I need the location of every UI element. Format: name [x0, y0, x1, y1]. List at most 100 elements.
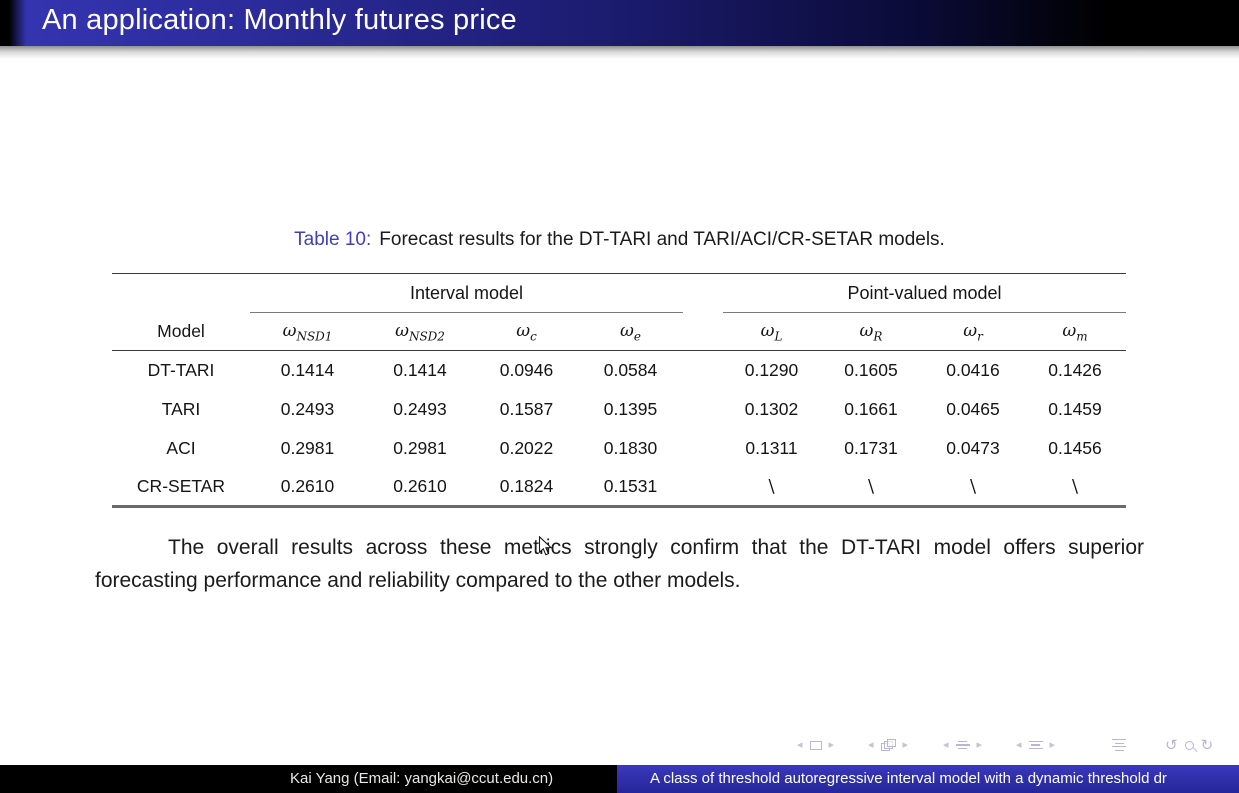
table-row-cr-setar: CR-SETAR 0.2610 0.2610 0.1824 0.1531 \ \… [112, 467, 1127, 508]
next-frame-icon[interactable]: ▸ [902, 738, 909, 751]
omega-symbol: ω [1062, 320, 1077, 341]
omega-symbol: ω [620, 320, 634, 341]
na-cell: \ [922, 467, 1024, 508]
table-group-header-row: Interval model Point-valued model [112, 273, 1127, 313]
value-cell: 0.0416 [946, 359, 1000, 380]
table-row-tari: TARI 0.2493 0.2493 0.1587 0.1395 0.1302 … [112, 390, 1126, 429]
forecast-results-table: Interval model Point-valued model Model … [112, 273, 1127, 508]
value-cell: 0.2022 [499, 437, 554, 458]
omega-symbol: ω [963, 320, 978, 341]
value-cell: 0.1414 [393, 359, 447, 380]
prev-frame-icon[interactable]: ◂ [868, 738, 874, 751]
prev-section-icon[interactable]: ◂ [1016, 738, 1022, 751]
value-cell: 0.0946 [499, 359, 554, 380]
table-row-dt-tari: DT-TARI 0.1414 0.1414 0.0946 0.0584 0.12… [112, 351, 1126, 390]
frames-icon[interactable] [880, 739, 896, 751]
value-cell: 0.1302 [744, 398, 799, 419]
gap-cell [683, 312, 723, 351]
value-cell: 0.1531 [578, 467, 683, 508]
value-cell: 0.1605 [844, 359, 898, 380]
nav-slide-group: ◂ ▸ [797, 736, 834, 754]
value-cell: 0.1311 [745, 437, 798, 458]
table-caption-label: Table 10: [294, 229, 372, 250]
gap-cell [683, 351, 723, 390]
value-cell: 0.0584 [603, 359, 658, 380]
na-cell: \ [1024, 467, 1127, 508]
nav-subsection-group: ◂ ▸ [943, 736, 982, 754]
gap-cell [683, 429, 723, 468]
prev-subsection-icon[interactable]: ◂ [943, 738, 949, 751]
model-name-cell: DT-TARI [147, 359, 215, 380]
nav-frame-group: ◂ ▸ [868, 736, 908, 754]
omega-symbol: ω [859, 320, 874, 341]
slide-icon[interactable] [809, 740, 822, 750]
go-forward-icon[interactable]: ↻ [1200, 736, 1214, 754]
omega-symbol: ω [282, 320, 297, 341]
value-cell: 0.2610 [250, 467, 365, 508]
column-header-omega-e: ωe [578, 312, 683, 351]
value-cell: 0.1414 [280, 359, 335, 380]
model-name-cell: CR-SETAR [112, 467, 250, 508]
nav-section-group: ◂ ▸ [1016, 736, 1055, 754]
omega-symbol: ω [516, 320, 531, 341]
value-cell: 0.1459 [1048, 398, 1102, 419]
group-header-interval: Interval model [250, 273, 683, 313]
value-cell: 0.2493 [393, 398, 447, 419]
footer-author-text: Kai Yang (Email: yangkai@ccut.edu.cn) [290, 770, 554, 787]
go-back-icon[interactable]: ↺ [1165, 736, 1178, 754]
column-header-omega-L: ωL [723, 312, 820, 351]
value-cell: 0.1824 [475, 467, 578, 508]
next-section-icon[interactable]: ▸ [1049, 738, 1056, 751]
value-cell: 0.2493 [280, 398, 335, 419]
value-cell: 0.1661 [844, 398, 898, 419]
table-row-aci: ACI 0.2981 0.2981 0.2022 0.1830 0.1311 0… [112, 429, 1126, 468]
group-header-point: Point-valued model [723, 273, 1127, 313]
omega-subscript: r [977, 329, 983, 344]
value-cell: 0.2610 [365, 467, 475, 508]
empty-cell [112, 274, 250, 313]
gap-cell [683, 390, 723, 429]
slide-title-bar: An application: Monthly futures price [0, 0, 1239, 46]
column-header-omega-nsd2: ωNSD2 [365, 312, 475, 351]
next-slide-icon[interactable]: ▸ [828, 738, 835, 751]
column-header-omega-r: ωr [922, 312, 1024, 351]
value-cell: 0.1395 [603, 398, 658, 419]
gap-cell [683, 467, 723, 508]
omega-subscript: c [530, 329, 537, 344]
omega-subscript: R [873, 329, 883, 344]
prev-slide-icon[interactable]: ◂ [797, 738, 803, 751]
conclusion-paragraph: The overall results across these metrics… [95, 536, 1144, 592]
value-cell: 0.1587 [499, 398, 554, 419]
value-cell: 0.1290 [744, 359, 799, 380]
column-header-omega-nsd1: ωNSD1 [250, 312, 365, 351]
footer-author-box: Kai Yang (Email: yangkai@ccut.edu.cn) [0, 765, 617, 793]
titlebar-shadow [0, 46, 1239, 59]
na-cell: \ [820, 467, 922, 508]
value-cell: 0.1456 [1048, 437, 1102, 458]
footer-paper-title-box: A class of threshold autoregressive inte… [617, 765, 1239, 793]
omega-subscript: NSD2 [408, 329, 445, 344]
value-cell: 0.1830 [603, 437, 658, 458]
gap-cell [683, 274, 723, 313]
model-name-cell: ACI [166, 437, 196, 458]
value-cell: 0.2981 [393, 437, 447, 458]
search-icon[interactable] [1184, 740, 1194, 750]
omega-subscript: m [1076, 329, 1088, 344]
next-subsection-icon[interactable]: ▸ [976, 738, 983, 751]
slide-title: An application: Monthly futures price [42, 4, 517, 36]
value-cell: 0.1426 [1048, 359, 1102, 380]
value-cell: 0.0473 [946, 437, 1000, 458]
omega-symbol: ω [395, 320, 409, 341]
omega-subscript: NSD1 [296, 329, 333, 344]
footer-bar: Kai Yang (Email: yangkai@ccut.edu.cn) A … [0, 765, 1239, 793]
subsection-icon[interactable] [955, 739, 970, 752]
document-outline-icon[interactable] [1112, 737, 1126, 754]
column-header-omega-R: ωR [820, 312, 922, 351]
footer-paper-title-text: A class of threshold autoregressive inte… [650, 770, 1167, 787]
value-cell: 0.2981 [280, 437, 335, 458]
section-icon[interactable] [1028, 739, 1043, 752]
column-header-omega-c: ωc [475, 312, 578, 351]
value-cell: 0.0465 [946, 398, 1000, 419]
table-column-header-row: Model ωNSD1 ωNSD2 ωc ωe ωL ωR ωr ωm [112, 312, 1127, 351]
nav-history-group: ↺ ↻ [1165, 736, 1213, 754]
